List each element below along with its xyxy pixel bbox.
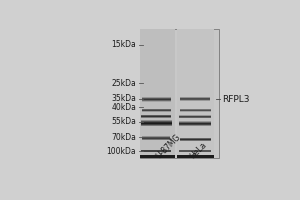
Bar: [141, 120, 172, 121]
Bar: [141, 123, 172, 124]
Text: 100kDa: 100kDa: [107, 147, 136, 156]
Text: RFPL3: RFPL3: [222, 95, 250, 104]
Text: 70kDa: 70kDa: [111, 133, 136, 142]
Bar: [141, 122, 172, 123]
Text: 40kDa: 40kDa: [111, 103, 136, 112]
Text: 55kDa: 55kDa: [111, 117, 136, 126]
Bar: [141, 121, 172, 122]
Bar: [140, 29, 175, 158]
Bar: [177, 155, 214, 158]
Text: HeLa: HeLa: [188, 140, 208, 160]
Text: U-87MG: U-87MG: [154, 132, 182, 160]
Bar: [141, 122, 172, 123]
Bar: [140, 29, 219, 158]
Text: 25kDa: 25kDa: [112, 79, 136, 88]
Text: 35kDa: 35kDa: [111, 94, 136, 103]
Bar: [141, 124, 172, 125]
Bar: [140, 155, 175, 158]
Bar: [177, 29, 214, 158]
Text: 15kDa: 15kDa: [112, 40, 136, 49]
Bar: [141, 125, 172, 126]
